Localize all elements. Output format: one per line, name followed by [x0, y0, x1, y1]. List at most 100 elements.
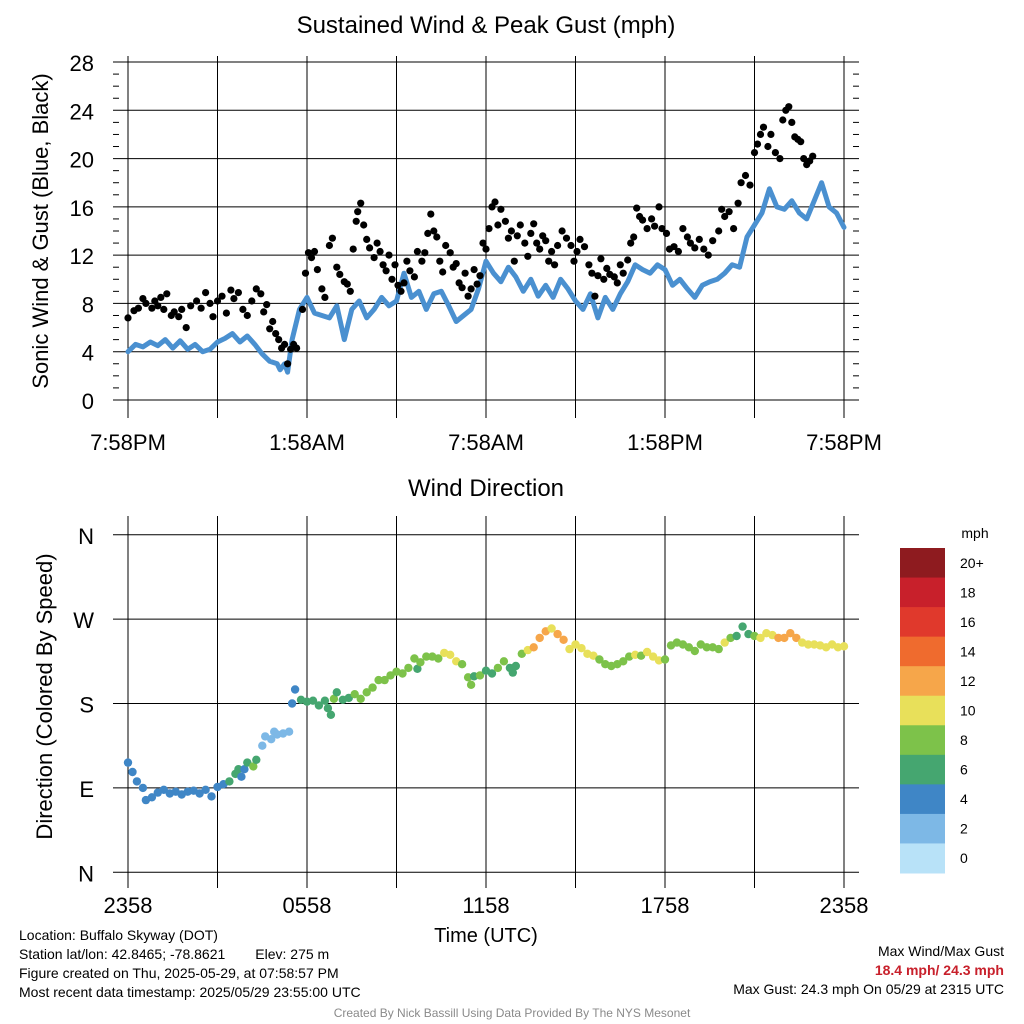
y-tick-label: 8	[82, 292, 94, 317]
gust-point	[567, 241, 575, 250]
direction-point	[475, 671, 485, 680]
direction-point	[237, 772, 246, 781]
gust-point	[776, 155, 784, 163]
gust-point	[272, 330, 280, 338]
direction-point	[128, 767, 137, 777]
gust-point	[433, 233, 441, 241]
gust-point	[494, 221, 502, 229]
gust-point	[779, 116, 787, 124]
gust-point	[257, 290, 265, 298]
gust-point	[670, 243, 678, 251]
wind-direction-chart: Wind Direction Direction (Colored By Spee…	[32, 475, 868, 947]
direction-point	[732, 631, 741, 641]
direction-point	[493, 663, 503, 673]
gust-point	[318, 285, 326, 293]
gust-point	[809, 152, 817, 160]
gust-point	[357, 199, 365, 207]
direction-point	[690, 646, 699, 656]
gust-point	[313, 266, 321, 274]
gust-point	[715, 227, 723, 235]
gust-point	[545, 257, 553, 265]
gust-point	[336, 270, 344, 278]
colorbar-label: 14	[960, 643, 976, 659]
gust-point	[479, 239, 487, 247]
gust-point	[325, 241, 333, 250]
gust-point	[206, 299, 214, 307]
gust-point	[750, 149, 759, 157]
colorbar-swatch	[900, 813, 945, 844]
gust-point	[695, 235, 703, 243]
direction-point	[508, 668, 517, 677]
direction-point	[529, 643, 538, 652]
gust-point	[218, 292, 226, 300]
direction-point	[553, 629, 562, 639]
gust-point	[160, 305, 168, 313]
direction-point	[517, 649, 526, 658]
gust-point	[600, 275, 608, 283]
colorbar-swatch	[900, 636, 945, 667]
max-info: Max Wind/Max Gust 18.4 mph/ 24.3 mph Max…	[733, 942, 1004, 999]
gust-point	[403, 257, 411, 265]
max-gust-text: Max Gust: 24.3 mph On 05/29 at 2315 UTC	[733, 981, 1004, 997]
colorbar-swatch	[900, 666, 945, 697]
direction-point	[804, 640, 813, 649]
station-latlon: Station lat/lon: 42.8465; -78.8621	[19, 946, 226, 962]
direction-point	[356, 694, 365, 703]
max-wind-gust-label: Max Wind/Max Gust	[877, 943, 1004, 959]
gust-point	[413, 247, 421, 256]
direction-point	[660, 655, 670, 664]
direction-point	[308, 696, 318, 705]
gust-point	[718, 205, 726, 213]
gust-point	[142, 299, 150, 307]
gust-point	[485, 225, 493, 233]
gust-point	[154, 302, 162, 310]
gust-point	[263, 301, 271, 309]
direction-point	[547, 624, 556, 633]
colorbar-label: 6	[960, 762, 968, 778]
direction-point	[138, 783, 148, 793]
gust-point	[410, 273, 418, 281]
gust-point	[157, 293, 165, 301]
gust-point	[379, 261, 387, 269]
gust-point	[234, 289, 242, 297]
direction-point	[201, 785, 210, 794]
gust-point	[737, 179, 745, 187]
gust-point	[470, 266, 478, 274]
gust-point	[209, 313, 217, 321]
colorbar-swatch	[900, 577, 945, 608]
x-tick-label: 7:58PM	[90, 430, 166, 455]
y-tick-label: 4	[82, 341, 94, 366]
gust-point	[266, 325, 274, 333]
direction-point	[559, 635, 568, 644]
direction-point	[589, 651, 598, 660]
sustained-wind-line	[125, 180, 847, 375]
gust-point	[524, 252, 532, 260]
direction-point	[267, 735, 276, 744]
direction-point	[249, 762, 258, 771]
gust-point	[370, 254, 378, 262]
y-axis-label: Sonic Wind & Gust (Blue, Black)	[28, 73, 53, 388]
gust-point	[746, 181, 754, 189]
gust-point	[683, 233, 692, 241]
gust-point	[741, 171, 750, 180]
direction-point	[207, 792, 216, 801]
gust-point	[394, 281, 402, 289]
gust-point	[597, 255, 605, 263]
direction-point	[466, 680, 476, 689]
gust-point	[573, 247, 581, 256]
gust-point	[562, 234, 571, 242]
gust-point	[260, 308, 268, 316]
gust-point	[734, 199, 742, 207]
direction-point	[487, 669, 497, 678]
gust-point	[461, 269, 469, 277]
y-tick-label: N	[78, 861, 94, 886]
gust-point	[321, 293, 329, 301]
gust-point	[658, 225, 666, 233]
gust-point	[530, 220, 538, 228]
gust-point	[464, 292, 472, 300]
gust-point	[178, 305, 186, 313]
colorbar-label: 2	[960, 821, 968, 837]
gust-point	[281, 340, 289, 348]
direction-point	[786, 629, 795, 638]
